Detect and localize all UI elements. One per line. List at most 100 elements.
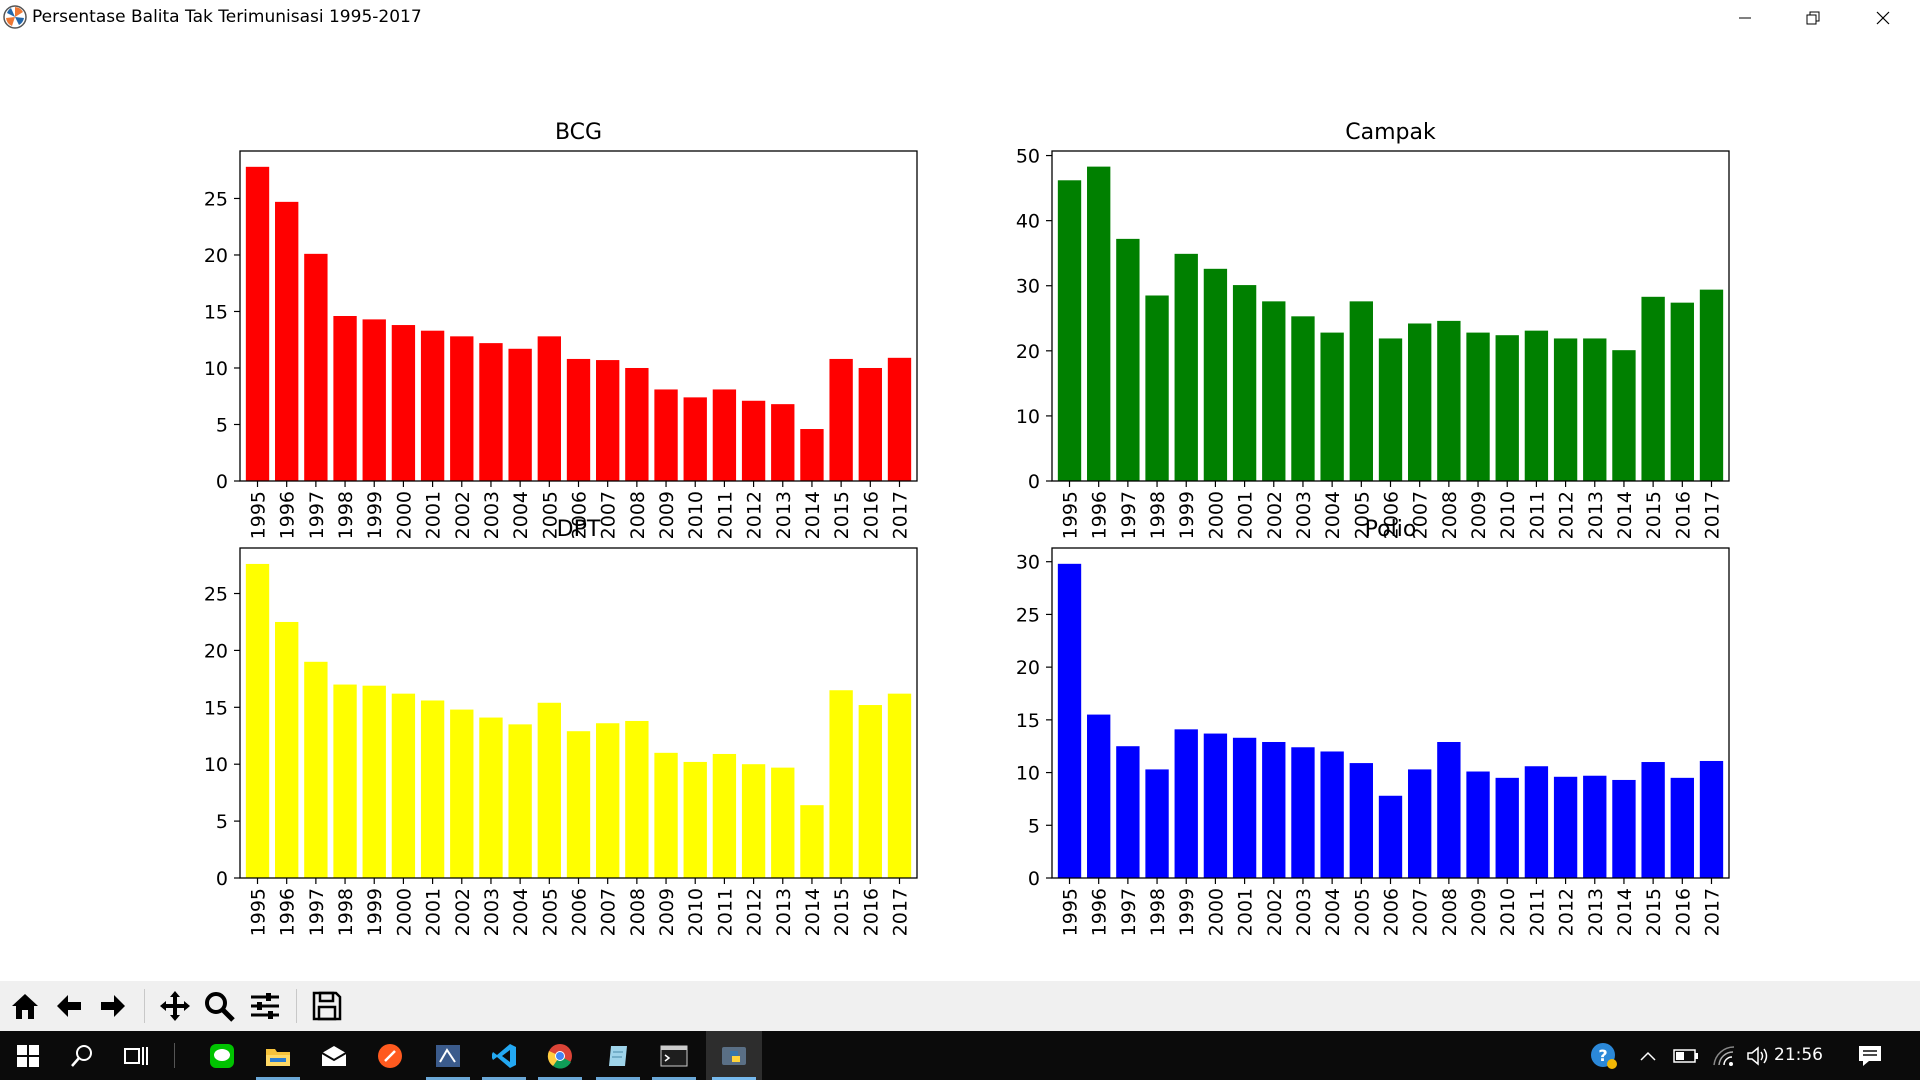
file-explorer-icon [266,1048,290,1066]
y-tick-label: 25 [1016,604,1040,626]
tray-volume[interactable] [1744,1043,1772,1069]
pan-button[interactable] [154,985,196,1027]
navigation-toolbar [0,981,1920,1031]
notification-icon [1859,1046,1881,1066]
bar [771,767,795,878]
x-tick-label: 2017 [889,888,911,936]
bar [1232,737,1257,878]
x-tick-label: 2015 [1643,888,1665,936]
bar [245,166,270,482]
bar [1553,338,1578,481]
y-tick-label: 25 [204,188,228,210]
bar [596,360,620,481]
back-icon [57,995,81,1017]
x-tick-label: 2015 [831,888,853,936]
minimize-button[interactable] [1710,0,1780,36]
bar [1495,335,1519,481]
x-tick-label: 2013 [773,888,795,936]
bar [1203,268,1228,481]
windows-start-icon [17,1044,39,1067]
back-button[interactable] [48,985,90,1027]
x-tick-label: 2002 [452,491,474,539]
tray-battery[interactable] [1672,1043,1700,1069]
x-tick-label: 2013 [773,491,795,539]
minimize-icon [1739,17,1751,19]
x-tick-label: 2000 [393,491,415,539]
notepad-icon [609,1045,627,1066]
figure-canvas[interactable]: BCG 0 5 10 15 20 25 1995 1996 1997 1998 1999 2000 200… [0,36,1920,981]
zoom-icon [205,992,235,1022]
action-center-button[interactable] [1856,1043,1884,1069]
bar [479,717,503,878]
zoom-button[interactable] [198,985,240,1027]
x-tick-label: 2005 [1351,491,1373,539]
tray-help[interactable]: ? [1590,1043,1618,1069]
bar [625,367,649,481]
x-tick-label: 2015 [1643,491,1665,539]
x-tick-label: 1998 [1147,888,1169,936]
bar [1641,762,1665,878]
taskbar-vscode[interactable] [476,1031,532,1080]
x-tick-label: 2007 [598,491,620,539]
y-tick-label: 5 [1028,815,1040,837]
bar [537,336,561,481]
close-button[interactable] [1848,0,1918,36]
taskbar-brave[interactable] [362,1031,418,1080]
restore-button[interactable] [1778,0,1848,36]
chevron-up-icon [1640,1051,1656,1061]
forward-button[interactable] [92,985,134,1027]
bar [1437,320,1461,481]
x-tick-label: 2004 [510,888,532,936]
x-tick-label: 1997 [306,491,328,539]
home-button[interactable] [4,985,46,1027]
bar [420,700,445,878]
y-tick-label: 5 [216,414,228,436]
save-button[interactable] [306,985,348,1027]
bar [1670,777,1694,878]
x-tick-label: 1996 [1089,888,1111,936]
search-button[interactable] [54,1031,110,1080]
taskbar-mail[interactable] [306,1031,362,1080]
x-tick-label: 2005 [1351,888,1373,936]
taskbar-file-explorer[interactable] [250,1031,306,1080]
taskbar-line-app[interactable] [194,1031,250,1080]
bar [1699,760,1724,878]
windows-taskbar: ? 21:56 [0,1031,1920,1080]
bar [712,753,737,878]
x-tick-label: 2001 [1235,888,1257,936]
bar [1262,741,1286,878]
taskbar-sql-server[interactable] [420,1031,476,1080]
taskbar-notepad[interactable] [590,1031,646,1080]
task-view-button[interactable] [108,1031,164,1080]
taskbar-clock[interactable]: 21:56 [1774,1045,1823,1065]
bar [654,389,678,481]
start-button[interactable] [0,1031,56,1080]
line-app-icon [210,1043,234,1068]
x-tick-label: 1997 [1118,491,1140,539]
bar [391,325,416,481]
bar [1262,301,1286,481]
y-tick-label: 10 [1016,406,1040,428]
bar [800,429,824,481]
x-tick-label: 2004 [510,491,532,539]
x-tick-label: 2000 [1205,491,1227,539]
bar [1378,795,1403,878]
configure-subplots-button[interactable] [244,985,286,1027]
bar [1466,771,1490,878]
taskbar-terminal[interactable] [646,1031,702,1080]
x-tick-label: 1995 [1060,491,1082,539]
x-tick-label: 2012 [1556,491,1578,539]
bar [741,400,766,481]
taskbar-python[interactable] [706,1031,762,1080]
tray-wifi[interactable] [1710,1043,1738,1069]
battery-icon [1673,1049,1698,1063]
toolbar-separator [296,989,297,1023]
chart-title: DPT [557,517,601,542]
y-tick-label: 40 [1016,211,1040,233]
x-tick-label: 2004 [1322,888,1344,936]
bar [391,693,416,878]
tray-show-hidden[interactable] [1634,1043,1662,1069]
taskbar-chrome[interactable] [532,1031,588,1080]
bar [1524,330,1549,481]
